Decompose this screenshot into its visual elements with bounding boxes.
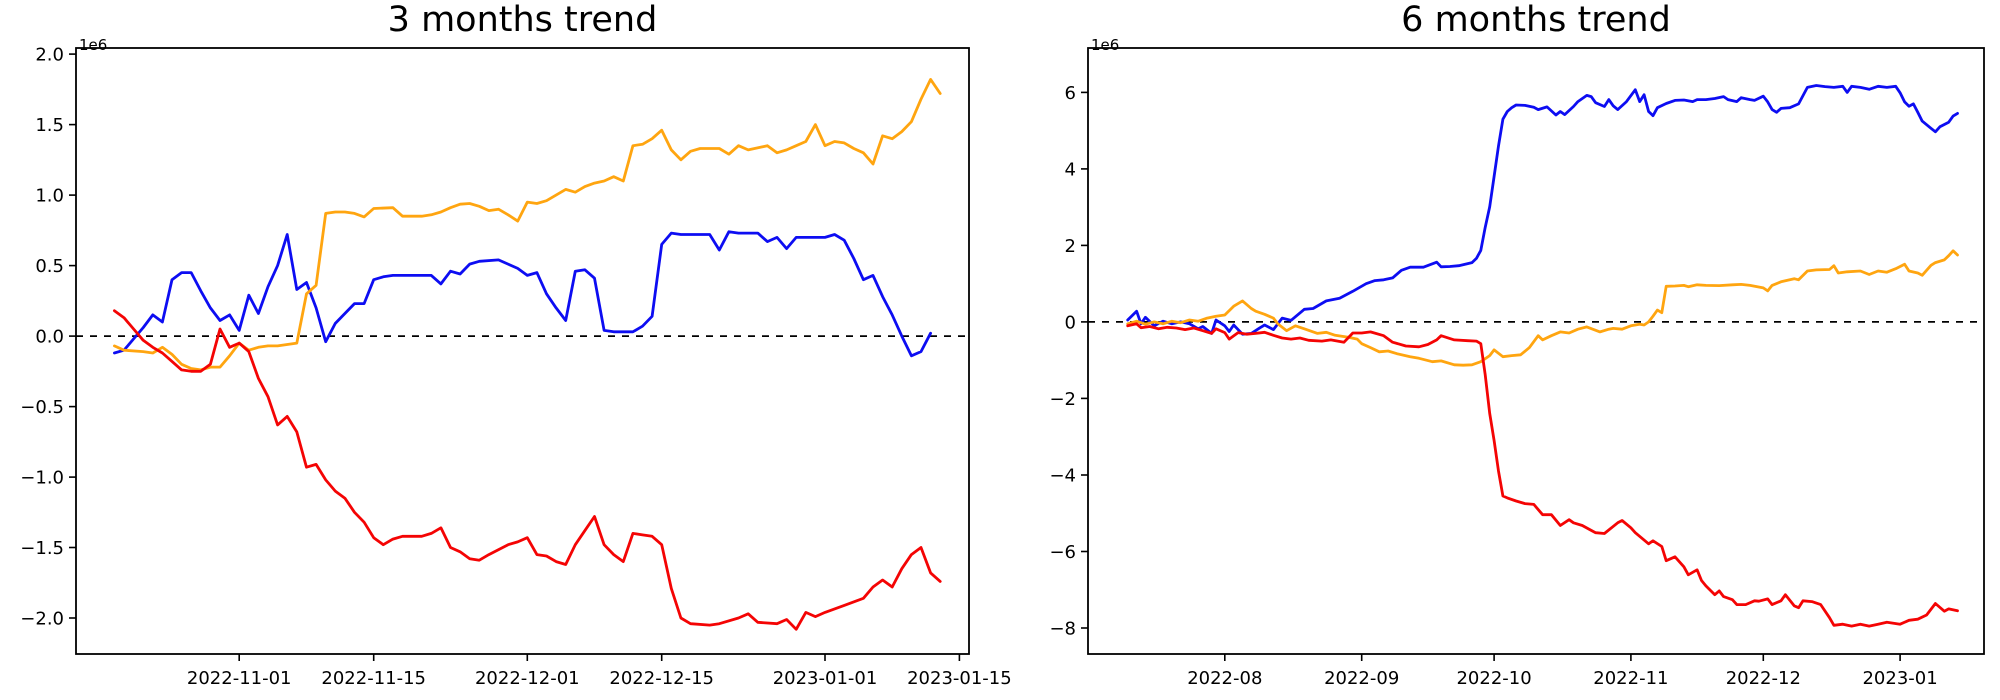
y-tick-label: 6 [1065, 83, 1076, 104]
series-line-blue [113, 230, 932, 358]
chart-title-6-months: 6 months trend [1401, 0, 1671, 40]
x-tick-label: 2022-12-01 [475, 668, 580, 689]
series-line-red [1126, 322, 1959, 628]
y-tick-label: 0.5 [35, 256, 64, 277]
series-line-orange [113, 78, 942, 372]
x-tick-label: 2022-12-15 [609, 668, 714, 689]
x-tick-label: 2022-12 [1726, 668, 1801, 689]
y-tick-label: −1.0 [20, 468, 64, 489]
y-tick-label: −0.5 [20, 397, 64, 418]
y-tick-label: 0 [1065, 312, 1076, 333]
y-tick-label: 1.0 [35, 186, 64, 207]
series-line-red [113, 309, 942, 631]
axes-border [75, 47, 970, 655]
chart-title-3-months: 3 months trend [387, 0, 658, 40]
y-tick-label: 1.5 [35, 115, 64, 136]
x-tick-label: 2023-01-15 [907, 668, 1012, 689]
x-tick-label: 2022-11-01 [187, 668, 292, 689]
y-tick-label: −6 [1049, 542, 1076, 563]
x-tick-label: 2023-01 [1862, 668, 1937, 689]
x-tick-label: 2022-09 [1324, 668, 1399, 689]
y-tick-label: −1.5 [20, 538, 64, 559]
y-tick-label: 2 [1065, 236, 1076, 257]
y-tick-label: 0.0 [35, 327, 64, 348]
axes-border [1087, 47, 1985, 655]
y-tick-label: 4 [1065, 159, 1076, 180]
x-tick-label: 2023-01-01 [773, 668, 878, 689]
y-axis-offset-label-right: 1e6 [1091, 36, 1120, 54]
series-line-blue [1126, 84, 1959, 336]
y-axis-offset-label-left: 1e6 [79, 36, 108, 54]
x-tick-label: 2022-08 [1187, 668, 1262, 689]
y-tick-label: −8 [1049, 619, 1076, 640]
y-tick-label: 2.0 [35, 45, 64, 66]
x-tick-label: 2022-10 [1456, 668, 1531, 689]
y-tick-label: −2 [1049, 389, 1076, 410]
y-tick-label: −2.0 [20, 609, 64, 630]
x-tick-label: 2022-11-15 [321, 668, 426, 689]
series-line-orange [1126, 249, 1959, 367]
x-tick-label: 2022-11 [1593, 668, 1668, 689]
y-tick-label: −4 [1049, 466, 1076, 487]
